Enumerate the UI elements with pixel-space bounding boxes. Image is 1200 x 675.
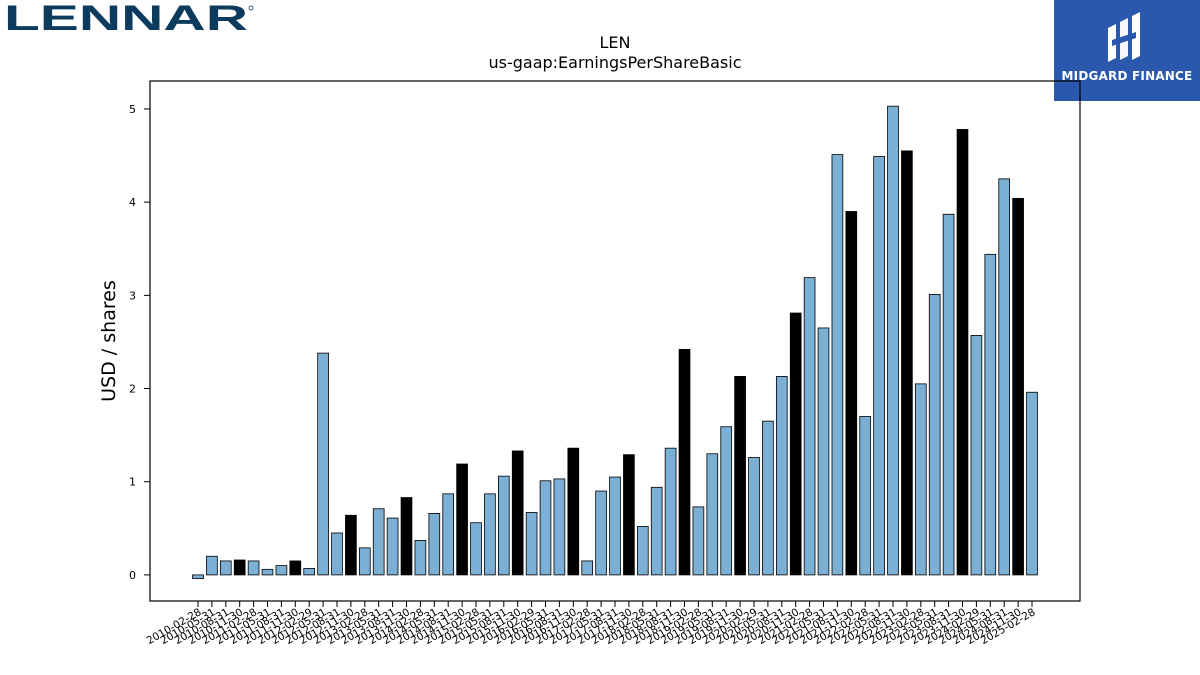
- midgard-emblem-icon: [1108, 12, 1140, 62]
- y-tick-label: 4: [129, 196, 136, 209]
- bar-2013-11-30: [400, 497, 413, 576]
- bars-layer: [192, 105, 1038, 580]
- chart-title: LEN: [600, 33, 631, 52]
- y-tick-label: 5: [129, 103, 136, 116]
- bar-2017-05-31: [595, 490, 607, 576]
- bar-2019-02-28: [692, 506, 705, 576]
- bar-2021-02-28: [803, 277, 816, 576]
- chart-subtitle: us-gaap:EarningsPerShareBasic: [488, 53, 741, 72]
- bar-2020-02-29: [748, 457, 760, 576]
- bar-2010-05-31: [206, 555, 218, 576]
- bar-2019-11-30: [734, 376, 746, 576]
- bar-2010-11-30: [233, 559, 246, 576]
- bar-2016-11-30: [567, 447, 580, 576]
- bar-2019-08-31: [720, 426, 733, 576]
- bar-2016-08-31: [553, 478, 566, 576]
- bar-2013-05-31: [372, 508, 385, 576]
- bar-2011-05-31: [261, 568, 274, 576]
- bar-2013-08-31: [386, 517, 399, 576]
- lennar-logo: LENNAR: [4, 0, 254, 38]
- bar-2018-11-30: [678, 348, 691, 576]
- bar-2015-05-31: [484, 493, 496, 576]
- y-axis: 0 1 2 3 4 5: [129, 103, 150, 582]
- bar-2014-02-28: [414, 540, 427, 576]
- y-axis-label: USD / shares: [98, 280, 120, 402]
- bar-2024-08-31: [998, 178, 1011, 576]
- bar-2018-08-31: [664, 447, 677, 576]
- bar-2021-08-31: [831, 154, 844, 576]
- bar-2014-05-31: [428, 513, 441, 576]
- bar-2016-02-29: [525, 512, 538, 576]
- bar-2012-11-30: [345, 514, 357, 576]
- bar-2018-05-31: [650, 486, 663, 576]
- bar-2014-11-30: [456, 463, 468, 576]
- bar-2021-11-30: [845, 211, 858, 576]
- midgard-logo-text: MIDGARD FINANCE: [1061, 69, 1193, 83]
- bar-2020-11-30: [789, 312, 802, 576]
- bar-2017-02-28: [581, 560, 594, 576]
- y-tick-label: 2: [129, 383, 136, 396]
- bar-2015-02-28: [470, 522, 482, 576]
- bar-2022-05-31: [873, 156, 885, 576]
- bar-2012-05-31: [317, 352, 329, 576]
- bar-2010-02-28: [192, 574, 204, 580]
- bar-2015-11-30: [511, 450, 524, 576]
- bar-2021-05-31: [817, 327, 830, 576]
- bar-2011-02-28: [247, 560, 260, 576]
- bar-2023-05-31: [928, 294, 941, 576]
- bar-2019-05-31: [706, 453, 719, 576]
- y-tick-label: 1: [129, 476, 136, 489]
- bar-2017-08-31: [609, 476, 621, 576]
- midgard-finance-logo: MIDGARD FINANCE: [1054, 0, 1200, 101]
- bar-2024-02-29: [970, 335, 983, 576]
- bar-2024-11-30: [1012, 198, 1024, 576]
- lennar-logo-text: LENNAR: [4, 2, 248, 34]
- bar-2020-08-31: [775, 376, 788, 576]
- bar-2015-08-31: [497, 475, 510, 576]
- bar-2025-02-28: [1026, 391, 1038, 576]
- x-axis: 2010-02-282010-05-312010-08-312010-11-30…: [145, 601, 1038, 647]
- bar-2023-11-30: [956, 129, 969, 576]
- bar-2012-02-29: [303, 567, 316, 576]
- bar-2022-08-31: [887, 105, 899, 576]
- bar-2016-05-31: [539, 480, 552, 576]
- bar-2020-05-31: [762, 420, 774, 576]
- bar-2022-02-28: [859, 416, 872, 576]
- bar-2010-08-31: [219, 560, 232, 576]
- bar-2012-08-31: [331, 532, 343, 576]
- bar-2017-11-30: [623, 454, 635, 576]
- y-tick-label: 0: [129, 569, 136, 582]
- bar-2011-08-31: [275, 565, 288, 576]
- plot-frame: [149, 80, 1081, 602]
- bar-2022-11-30: [901, 150, 913, 576]
- bar-2024-05-31: [984, 253, 997, 576]
- bar-2014-08-31: [442, 493, 455, 576]
- y-tick-label: 3: [129, 289, 136, 302]
- bar-2018-02-28: [636, 526, 649, 576]
- bar-2013-02-28: [358, 547, 371, 576]
- bar-2011-11-30: [289, 560, 302, 576]
- bar-2023-02-28: [914, 383, 927, 576]
- bar-2023-08-31: [942, 213, 955, 576]
